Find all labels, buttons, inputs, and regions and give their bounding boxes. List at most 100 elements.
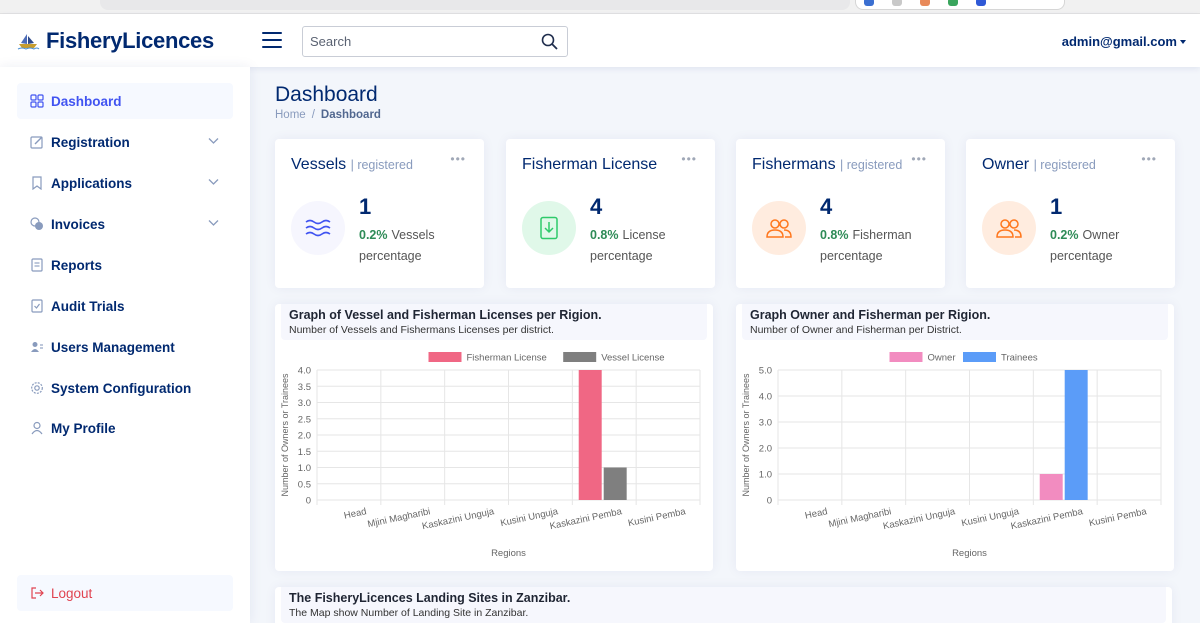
top-header: FisheryLicences admin@gmail.com <box>0 14 1200 67</box>
vessels-card: Vessels | registered ••• 1 0.2% Vessels pe… <box>275 139 484 288</box>
menu-toggle-icon[interactable] <box>262 32 282 48</box>
y-tick-label: 4.0 <box>298 366 311 377</box>
sidebar-item-applications[interactable]: Applications <box>17 165 233 201</box>
user-email: admin@gmail.com <box>1061 34 1177 49</box>
x-tick-label: Kaskazini Pemba <box>1010 506 1085 532</box>
legend-label: Vessel License <box>601 353 664 364</box>
chevron-down-icon <box>208 138 219 144</box>
sidebar-item-reports[interactable]: Reports <box>17 247 233 283</box>
x-tick-label: Kaskazini Unguja <box>421 506 496 532</box>
sidebar-item-label: Reports <box>51 257 103 273</box>
chevron-down-icon <box>208 220 219 226</box>
y-tick-label: 5.0 <box>759 366 772 377</box>
sidebar-item-registration[interactable]: Registration <box>17 124 233 160</box>
card-menu-icon[interactable]: ••• <box>1141 152 1157 166</box>
people-icon <box>766 219 792 238</box>
browser-toolbar <box>0 0 1200 14</box>
percent-caption: percentage <box>1050 249 1113 263</box>
edit-icon <box>30 136 43 149</box>
x-axis-title: Regions <box>952 548 987 559</box>
bar <box>1064 370 1088 500</box>
sidebar-item-label: My Profile <box>51 420 116 436</box>
card-icon-circle <box>522 201 576 255</box>
y-tick-label: 1.0 <box>759 470 772 481</box>
search-input[interactable] <box>303 27 523 56</box>
sidebar-item-users-management[interactable]: Users Management <box>17 329 233 365</box>
bookmark-icon <box>32 176 42 190</box>
chart-header: Graph of Vessel and Fisherman Licenses p… <box>281 304 707 340</box>
sidebar-item-invoices[interactable]: Invoices <box>17 206 233 242</box>
vessel-fisherman-bar-chart: Fisherman License Vessel License 0 0.5 1.0 1.… <box>280 352 701 559</box>
sidebar-item-my-profile[interactable]: My Profile <box>17 410 233 446</box>
sidebar-item-label: Users Management <box>51 339 175 355</box>
legend-swatch <box>889 352 923 362</box>
chevron-down-icon <box>208 179 219 185</box>
extensions-bar <box>855 0 1065 10</box>
x-tick-label: Kaskazini Pemba <box>549 506 624 532</box>
address-bar[interactable] <box>100 0 850 10</box>
logo-boat-icon <box>17 34 40 50</box>
sidebar-item-label: Audit Trials <box>51 298 125 314</box>
percent-caption: percentage <box>359 249 422 263</box>
sidebar-item-label: Registration <box>51 134 130 150</box>
card-subtitle: | registered <box>840 158 903 172</box>
map-header: The FisheryLicences Landing Sites in Zan… <box>281 587 1166 623</box>
percent-value: 0.2% <box>359 228 388 242</box>
sidebar-item-system-configuration[interactable]: System Configuration <box>17 370 233 406</box>
sidebar-item-dashboard[interactable]: Dashboard <box>17 83 233 119</box>
person-icon <box>31 421 43 435</box>
chart-header: Graph Owner and Fisherman per Rigion. Nu… <box>742 304 1168 340</box>
y-tick-label: 0 <box>767 496 772 507</box>
x-tick-label: Head <box>343 506 368 521</box>
logout-button[interactable]: Logout <box>17 575 233 611</box>
waves-icon <box>305 219 331 237</box>
percent-value: 0.8% <box>820 228 849 242</box>
bar <box>603 467 627 500</box>
legend-swatch <box>563 352 597 362</box>
sidebar-item-audit-trials[interactable]: Audit Trials <box>17 288 233 324</box>
app-logo[interactable]: FisheryLicences <box>16 28 214 54</box>
y-axis-title: Number of Owners or Trainees <box>280 373 290 497</box>
x-axis-title: Regions <box>491 548 526 559</box>
card-value: 4 <box>820 194 833 219</box>
chart-subtitle: Number of Owner and Fisherman per Distri… <box>750 324 962 336</box>
search-icon[interactable] <box>541 33 558 50</box>
card-percentage: 0.2% Vessels percentage <box>359 225 474 267</box>
x-tick-label: Kusini Pemba <box>627 506 687 529</box>
y-tick-label: 3.0 <box>759 418 772 429</box>
breadcrumb-separator: / <box>311 109 315 121</box>
percent-caption: percentage <box>590 249 653 263</box>
y-tick-label: 4.0 <box>759 392 772 403</box>
gear-icon <box>31 382 43 394</box>
breadcrumb-current: Dashboard <box>320 109 381 121</box>
page-title: Dashboard <box>275 83 378 106</box>
card-value: 4 <box>590 194 603 219</box>
legend-label: Trainees <box>1001 353 1038 364</box>
breadcrumb-home[interactable]: Home <box>275 109 306 121</box>
vessel-fisherman-chart-card: Graph of Vessel and Fisherman Licenses p… <box>275 304 713 571</box>
card-menu-icon[interactable]: ••• <box>681 152 697 166</box>
owner-fisherman-chart-card: Graph Owner and Fisherman per Rigion. Nu… <box>736 304 1174 571</box>
card-title: Owner | registered <box>982 156 1096 173</box>
percent-caption: percentage <box>820 249 883 263</box>
legend-swatch <box>428 352 462 362</box>
users-icon <box>31 342 43 352</box>
y-tick-label: 1.0 <box>298 463 311 474</box>
y-tick-label: 2.0 <box>298 431 311 442</box>
card-menu-icon[interactable]: ••• <box>450 152 466 166</box>
chart-title: Graph Owner and Fisherman per Rigion. <box>750 308 991 322</box>
user-dropdown[interactable]: admin@gmail.com <box>1062 34 1186 49</box>
y-tick-label: 3.5 <box>298 382 311 393</box>
card-subtitle: | registered <box>350 158 413 172</box>
owner-card: Owner | registered ••• 1 0.2% Owner percen… <box>966 139 1175 288</box>
chart-title: Graph of Vessel and Fisherman Licenses p… <box>289 308 602 322</box>
legend-label: Fisherman License <box>467 353 547 364</box>
x-tick-label: Head <box>804 506 829 521</box>
card-menu-icon[interactable]: ••• <box>911 152 927 166</box>
map-subtitle: The Map show Number of Landing Site in Z… <box>289 607 529 619</box>
card-percentage: 0.8% Fisherman percentage <box>820 225 935 267</box>
sidebar-item-label: Applications <box>51 175 133 191</box>
grid-icon <box>30 94 44 108</box>
percent-label: Fisherman <box>852 228 912 242</box>
